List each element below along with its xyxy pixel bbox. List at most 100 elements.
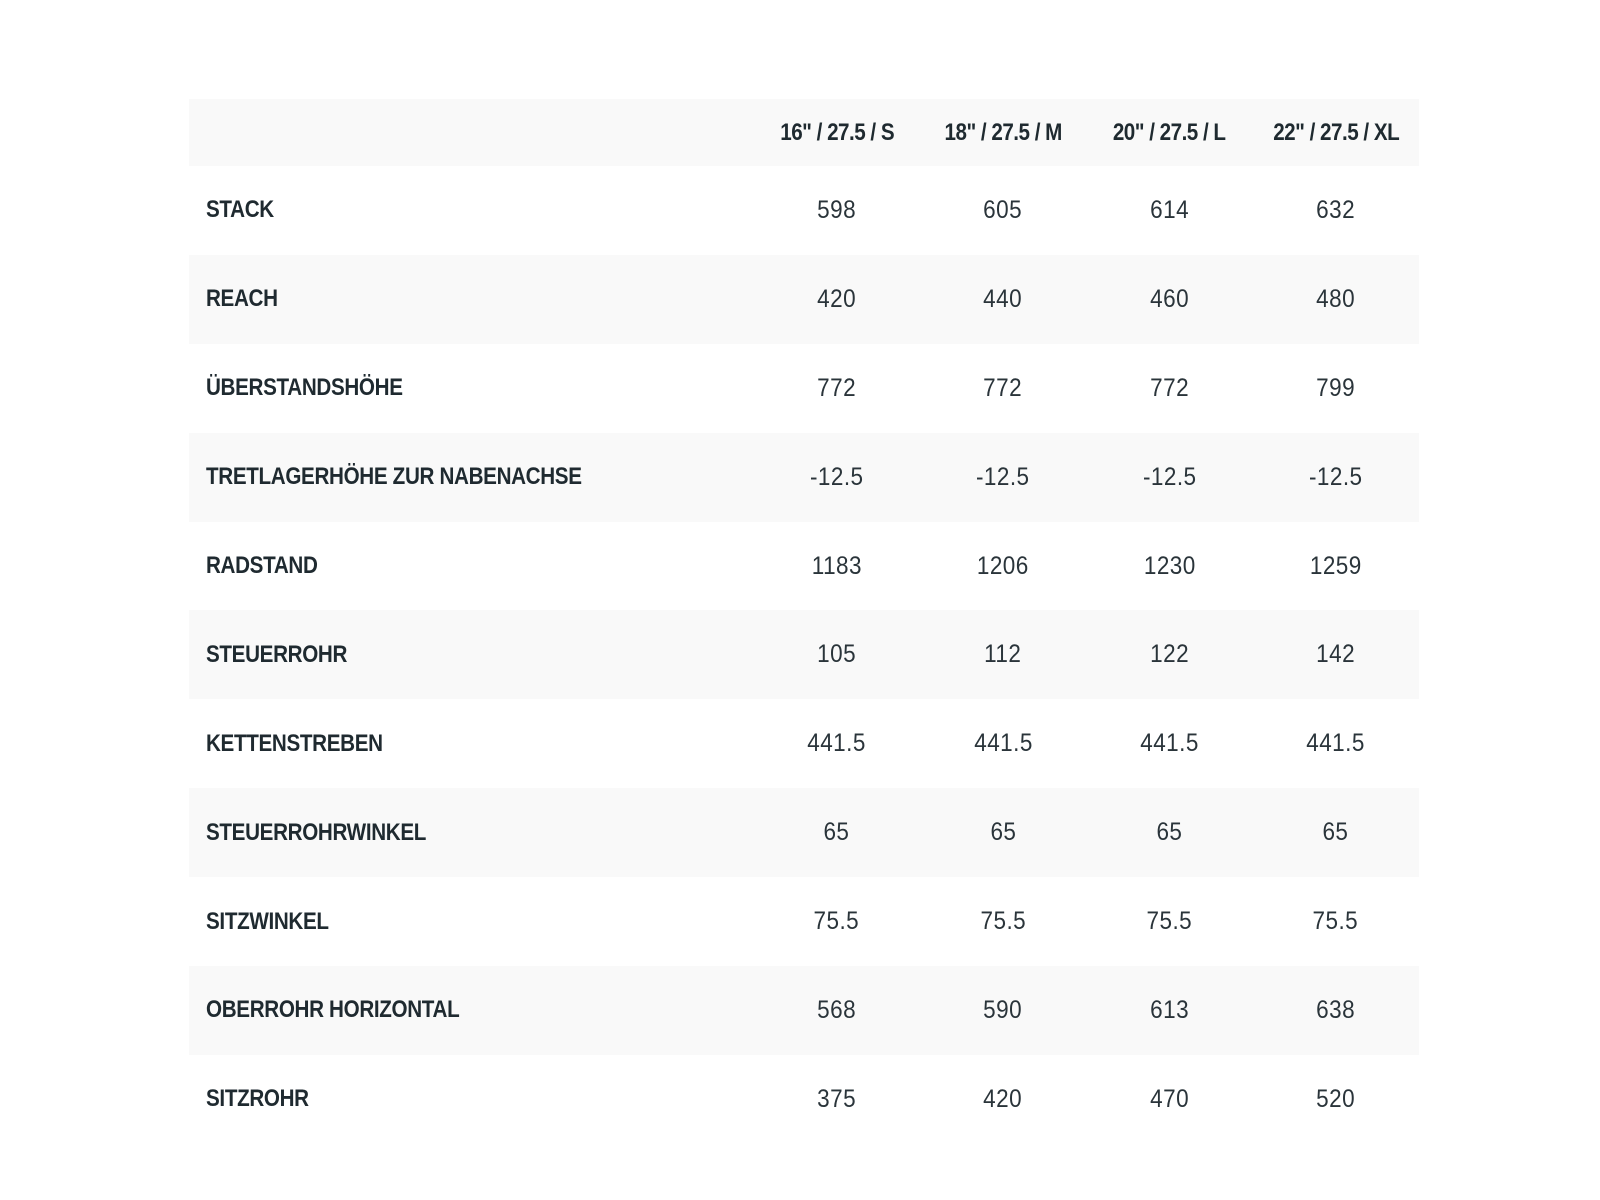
cell-value: 441.5	[807, 729, 867, 758]
size-header-xl: 22" / 27.5 / XL	[1272, 118, 1399, 146]
table-cell: 420	[920, 1055, 1086, 1144]
table-row: REACH 420 440 460 480	[189, 254, 1419, 344]
table-cell: 480	[1253, 255, 1419, 344]
cell-value: 441.5	[973, 729, 1033, 758]
cell-value: 1230	[1143, 551, 1196, 580]
table-cell: 441.5	[1086, 699, 1252, 788]
cell-value: 598	[817, 195, 857, 224]
cell-value: 772	[1149, 373, 1189, 402]
cell-value: 65	[1156, 818, 1183, 847]
row-label-text: STACK	[206, 196, 274, 224]
cell-value: -12.5	[976, 462, 1030, 491]
cell-value: 75.5	[980, 907, 1026, 936]
table-row: STACK 598 605 614 632	[189, 166, 1419, 255]
size-header-m: 18" / 27.5 / M	[944, 118, 1062, 146]
table-cell: 142	[1253, 610, 1419, 699]
table-cell: 638	[1253, 966, 1419, 1055]
table-cell: 568	[754, 966, 920, 1055]
row-label: STEUERROHR	[189, 610, 754, 699]
row-label-text: OBERROHR HORIZONTAL	[206, 996, 460, 1024]
cell-value: 590	[983, 995, 1023, 1024]
cell-value: -12.5	[1309, 462, 1363, 491]
row-label: STEUERROHRWINKEL	[189, 788, 754, 877]
size-header-s: 16" / 27.5 / S	[779, 118, 894, 146]
row-label: KETTENSTREBEN	[189, 699, 754, 788]
table-cell: 1230	[1086, 522, 1252, 611]
table-row: SITZROHR 375 420 470 520	[189, 1054, 1419, 1144]
cell-value: 460	[1149, 284, 1189, 313]
cell-value: 772	[983, 373, 1023, 402]
table-row: STEUERROHR 105 112 122 142	[189, 610, 1419, 700]
table-row: RADSTAND 1183 1206 1230 1259	[189, 521, 1419, 611]
row-label-text: STEUERROHRWINKEL	[206, 818, 427, 846]
table-cell: 375	[754, 1055, 920, 1144]
table-cell: 441.5	[1253, 699, 1419, 788]
cell-value: 772	[817, 373, 857, 402]
size-header-l: 20" / 27.5 / L	[1113, 118, 1226, 146]
cell-value: 480	[1316, 284, 1356, 313]
cell-value: 1259	[1309, 551, 1362, 580]
table-cell: 605	[920, 166, 1086, 255]
row-label-text: REACH	[206, 285, 278, 313]
cell-value: 632	[1316, 195, 1356, 224]
table-cell: 440	[920, 255, 1086, 344]
row-label-text: TRETLAGERHÖHE ZUR NABENACHSE	[206, 463, 582, 491]
table-cell: 460	[1086, 255, 1252, 344]
row-label: SITZWINKEL	[189, 877, 754, 966]
table-cell: 1206	[920, 522, 1086, 611]
table-cell: 632	[1253, 166, 1419, 255]
table-cell: 112	[920, 610, 1086, 699]
table-cell: 772	[754, 344, 920, 433]
cell-value: 799	[1316, 373, 1356, 402]
cell-value: 75.5	[813, 907, 860, 936]
row-label: TRETLAGERHÖHE ZUR NABENACHSE	[189, 433, 754, 522]
row-label-text: ÜBERSTANDSHÖHE	[206, 374, 403, 402]
cell-value: -12.5	[1142, 462, 1197, 491]
cell-value: 112	[984, 640, 1022, 669]
cell-value: 75.5	[1313, 907, 1359, 936]
row-label-text: KETTENSTREBEN	[206, 729, 383, 757]
cell-value: 65	[990, 818, 1017, 847]
row-label: SITZROHR	[189, 1055, 754, 1144]
table-cell: 75.5	[1253, 877, 1419, 966]
cell-value: 1206	[977, 551, 1030, 580]
cell-value: 605	[983, 195, 1023, 224]
table-row: KETTENSTREBEN 441.5 441.5 441.5 441.5	[189, 699, 1419, 789]
cell-value: 613	[1149, 995, 1189, 1024]
table-cell: 1259	[1253, 522, 1419, 611]
table-cell: 441.5	[754, 699, 920, 788]
row-label: OBERROHR HORIZONTAL	[189, 966, 754, 1055]
table-cell: -12.5	[920, 433, 1086, 522]
row-label: ÜBERSTANDSHÖHE	[189, 344, 754, 433]
cell-value: 420	[983, 1084, 1023, 1113]
table-cell: -12.5	[1253, 433, 1419, 522]
table-cell: 470	[1086, 1055, 1252, 1144]
table-cell: 590	[920, 966, 1086, 1055]
table-row: SITZWINKEL 75.5 75.5 75.5 75.5	[189, 877, 1419, 967]
table-cell: 65	[920, 788, 1086, 877]
table-cell: 1183	[754, 522, 920, 611]
cell-value: 75.5	[1146, 907, 1193, 936]
table-cell: 75.5	[754, 877, 920, 966]
table-cell: 105	[754, 610, 920, 699]
table-cell: 122	[1086, 610, 1252, 699]
cell-value: 614	[1149, 195, 1189, 224]
table-cell: 598	[754, 166, 920, 255]
row-label-text: SITZROHR	[206, 1085, 309, 1113]
cell-value: 105	[817, 640, 857, 669]
cell-value: 122	[1149, 640, 1189, 669]
table-cell: 441.5	[920, 699, 1086, 788]
cell-value: 142	[1316, 640, 1356, 669]
geometry-table: 16" / 27.5 / S 18" / 27.5 / M 20" / 27.5…	[189, 99, 1419, 1144]
table-cell: 75.5	[1086, 877, 1252, 966]
corner-cell	[189, 99, 754, 166]
row-label-text: STEUERROHR	[206, 640, 348, 668]
cell-value: 375	[817, 1084, 857, 1113]
cell-value: 441.5	[1306, 729, 1366, 758]
cell-value: 520	[1316, 1084, 1356, 1113]
cell-value: 470	[1149, 1084, 1189, 1113]
row-label-text: SITZWINKEL	[206, 907, 329, 935]
cell-value: 638	[1316, 995, 1356, 1024]
table-cell: -12.5	[754, 433, 920, 522]
header-row: 16" / 27.5 / S 18" / 27.5 / M 20" / 27.5…	[189, 99, 1419, 166]
